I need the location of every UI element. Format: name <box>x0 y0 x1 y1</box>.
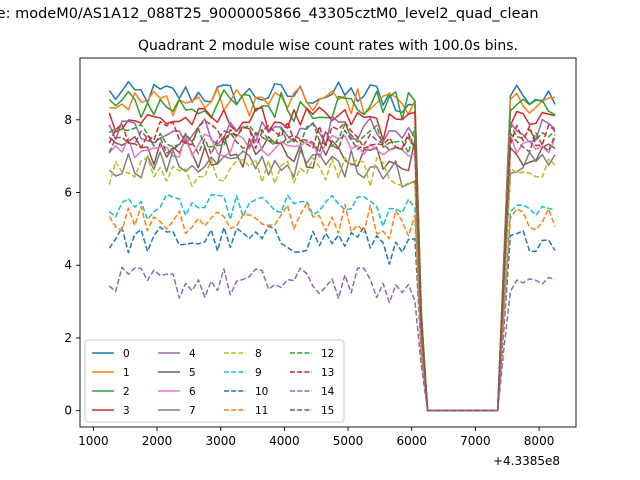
y-tick-label: 4 <box>64 258 72 272</box>
legend-label-1: 1 <box>123 367 130 379</box>
figure-suptitle: a file: modeM0/AS1A12_088T25_9000005866_… <box>0 6 539 22</box>
x-offset-label: +4.3385e8 <box>493 454 560 468</box>
legend-label-15: 15 <box>321 405 334 417</box>
y-tick-label: 8 <box>64 113 72 127</box>
axes-frame <box>79 57 577 428</box>
y-tick-label: 2 <box>64 331 72 345</box>
legend-label-8: 8 <box>255 348 262 360</box>
legend-label-0: 0 <box>123 348 130 360</box>
series-line-14 <box>108 266 556 412</box>
x-tick-label: 8000 <box>524 434 555 448</box>
series-line-15 <box>108 129 556 412</box>
legend-label-13: 13 <box>321 367 334 379</box>
legend-label-4: 4 <box>189 348 196 360</box>
legend-label-10: 10 <box>255 386 268 398</box>
x-tick-label: 1000 <box>78 434 109 448</box>
legend-label-6: 6 <box>189 386 196 398</box>
x-tick-label: 5000 <box>333 434 364 448</box>
legend-label-3: 3 <box>123 405 130 417</box>
legend-label-14: 14 <box>321 386 335 398</box>
x-tick-label: 6000 <box>396 434 427 448</box>
y-tick-label: 0 <box>64 404 72 418</box>
legend-label-12: 12 <box>321 348 334 360</box>
legend-label-5: 5 <box>189 367 196 379</box>
x-tick-label: 7000 <box>460 434 491 448</box>
legend-label-9: 9 <box>255 367 262 379</box>
x-tick-label: 3000 <box>205 434 236 448</box>
series-line-8 <box>108 156 556 412</box>
legend-label-7: 7 <box>189 405 196 417</box>
legend-label-11: 11 <box>255 405 268 417</box>
series-line-10 <box>108 225 556 412</box>
legend-box <box>84 339 345 423</box>
legend-label-2: 2 <box>123 386 130 398</box>
y-tick-label: 6 <box>64 186 72 200</box>
x-tick-label: 2000 <box>142 434 173 448</box>
series-line-12 <box>108 123 556 412</box>
chart-title: Quadrant 2 module wise count rates with … <box>138 38 518 54</box>
x-tick-label: 4000 <box>269 434 300 448</box>
series-line-11 <box>108 202 556 412</box>
plot-area: 1000 2000 3000 4000 5000 6000 7000 8000 0 2 4 6 8 <box>64 57 577 448</box>
